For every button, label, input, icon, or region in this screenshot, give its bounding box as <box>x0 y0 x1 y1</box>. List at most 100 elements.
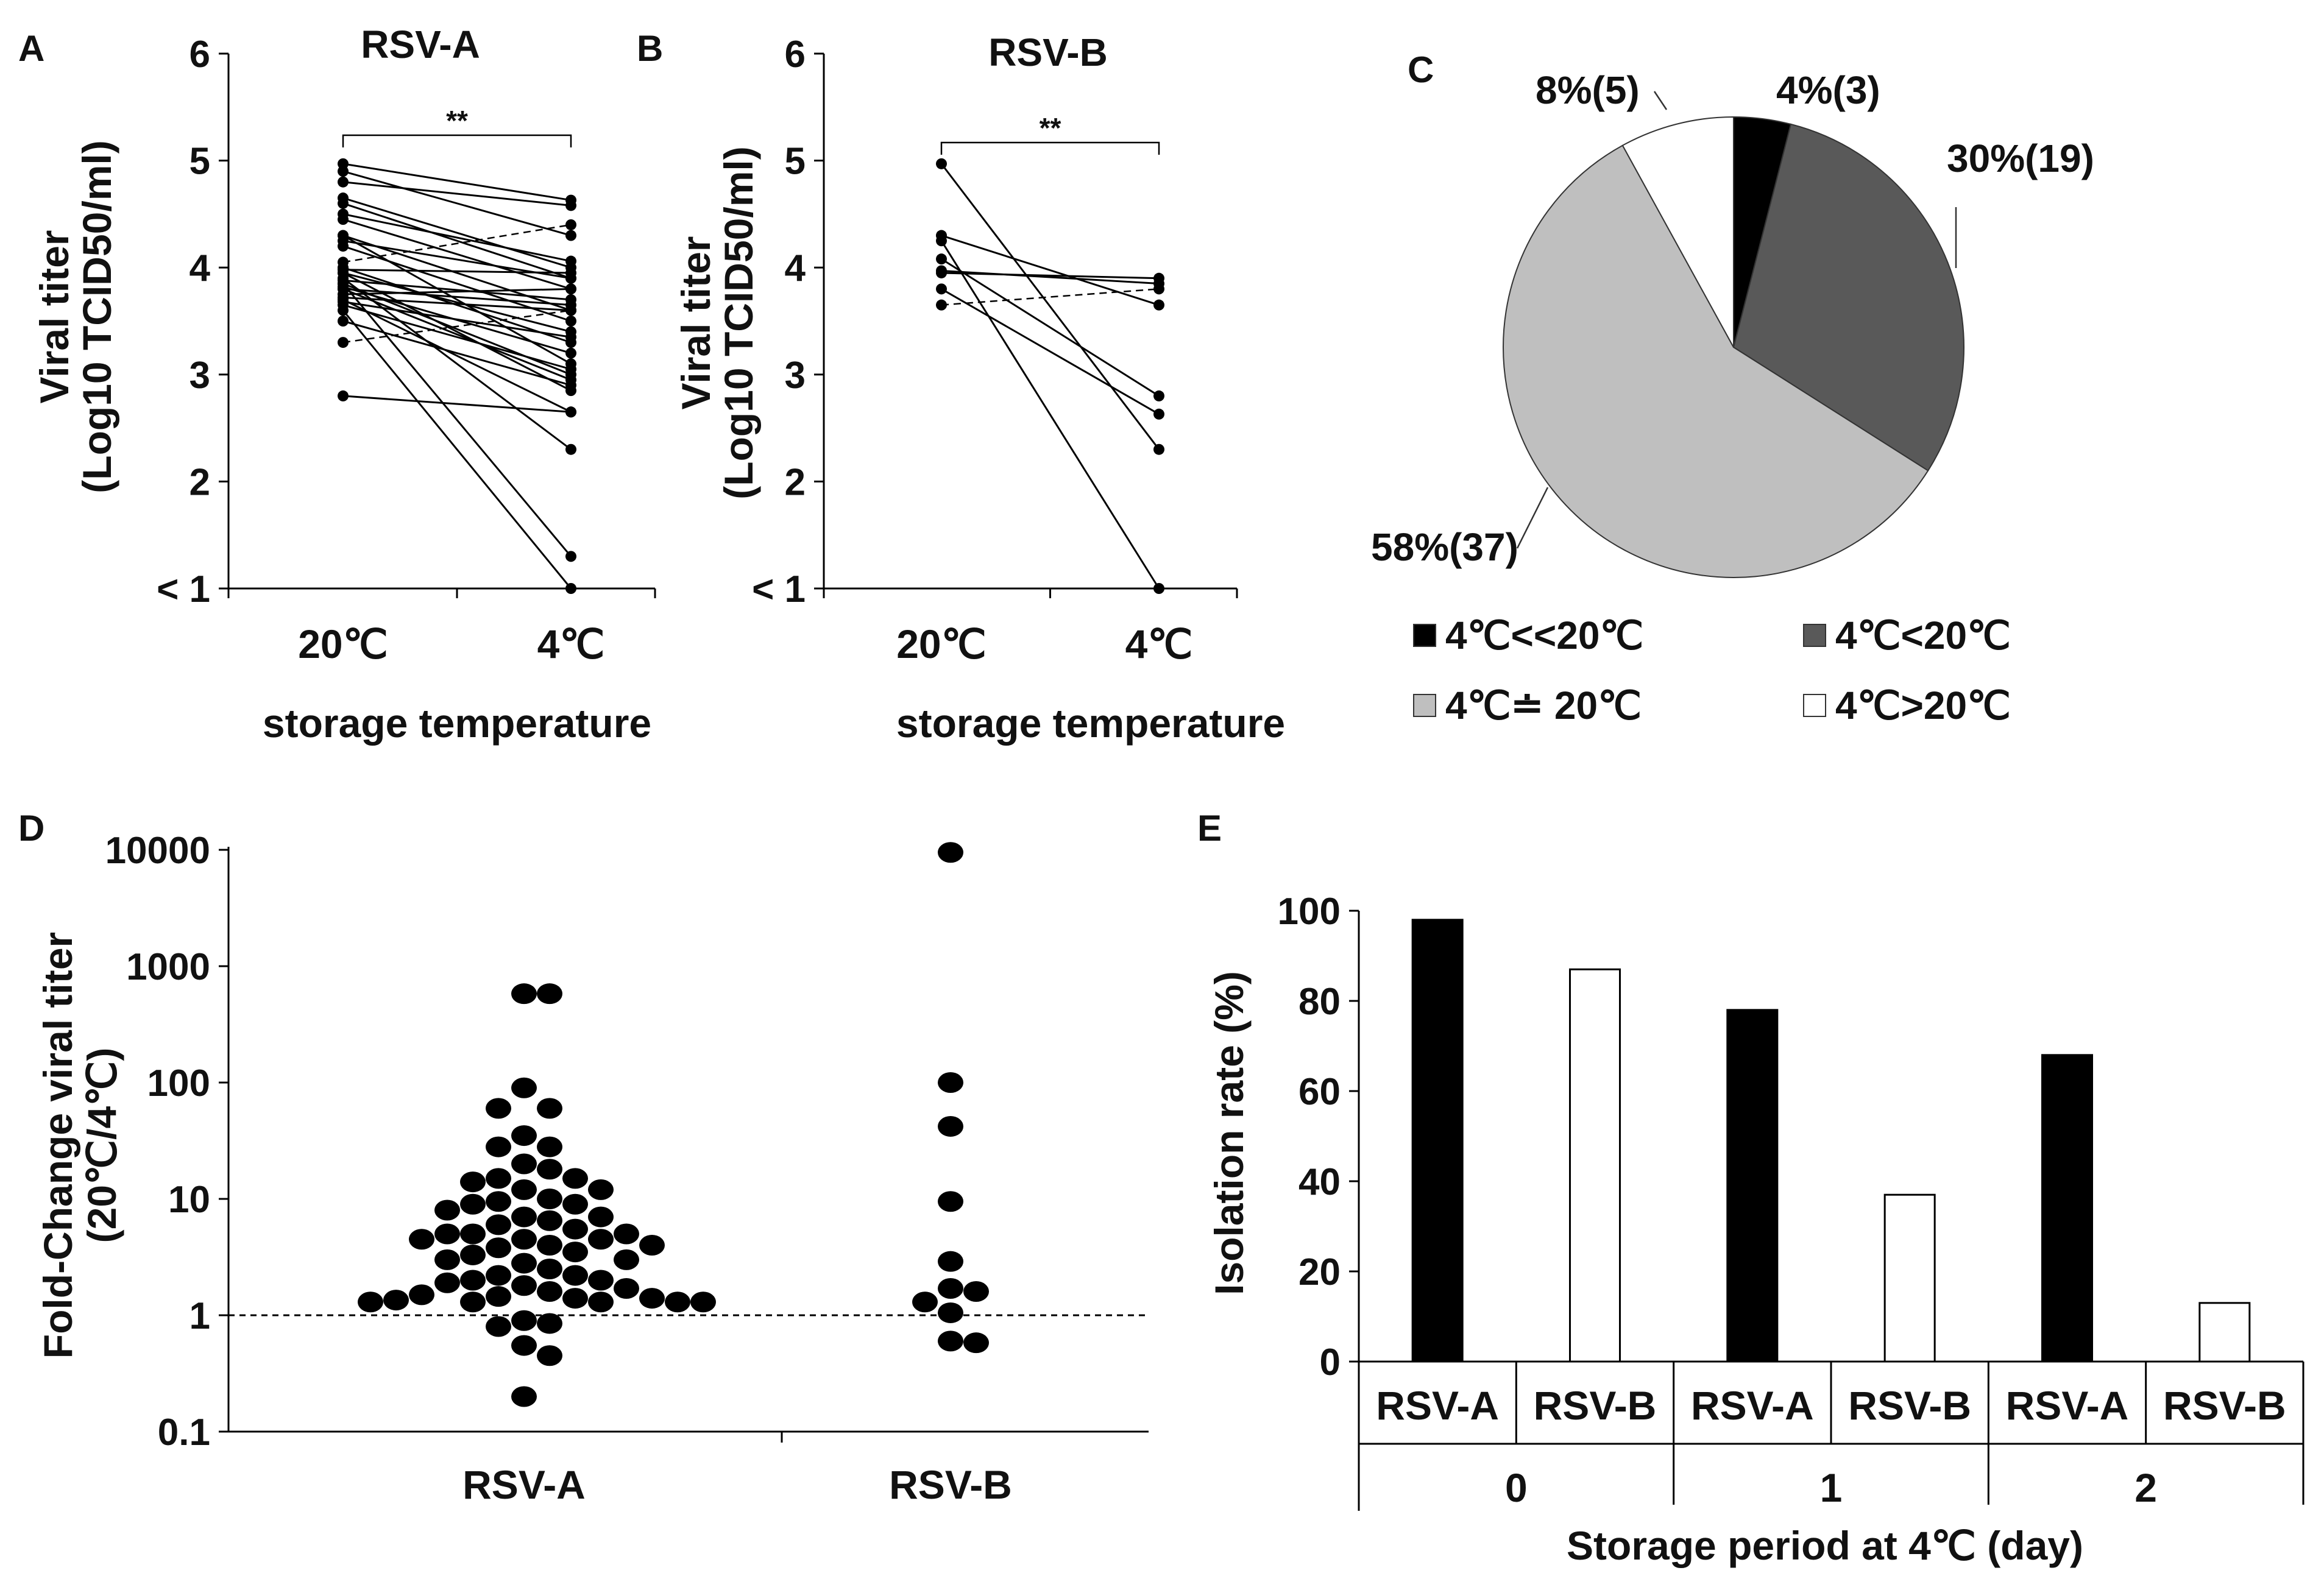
series-label: RSV-A <box>1691 1383 1814 1428</box>
data-point <box>460 1193 486 1215</box>
pair-line <box>940 240 1160 589</box>
bar-rsv-a-day-1 <box>1726 1009 1779 1363</box>
data-point <box>537 1313 562 1334</box>
y-tick-label: 4 <box>190 247 211 289</box>
point-4c <box>565 443 576 455</box>
y-tick-label: 0 <box>1320 1341 1341 1383</box>
pair-line <box>342 304 572 370</box>
pie-slice <box>1732 123 1964 472</box>
pair-line <box>941 288 1160 415</box>
pair-line <box>342 296 572 311</box>
panel-b: B RSV-B Viral titer (Log10 TCID50/ml) st… <box>637 28 1285 746</box>
bar-rsv-a-day-0 <box>1411 919 1464 1363</box>
data-point <box>562 1242 588 1263</box>
pair-line <box>342 309 572 344</box>
panel-a-title: RSV-A <box>361 23 480 66</box>
y-tick-label: 5 <box>785 141 806 183</box>
y-tick-label: 6 <box>190 34 210 76</box>
pie-slice <box>1503 144 1929 578</box>
data-point <box>409 1284 434 1306</box>
data-point <box>938 1302 963 1323</box>
point-20c <box>936 267 947 278</box>
point-4c <box>565 255 576 267</box>
data-point <box>537 1235 562 1256</box>
significance-bracket <box>940 141 1160 155</box>
data-point <box>486 1136 511 1157</box>
data-point <box>588 1179 614 1200</box>
y-tick-label: 60 <box>1298 1071 1341 1113</box>
data-point <box>460 1171 486 1193</box>
point-4c <box>565 364 576 375</box>
data-point <box>537 1159 562 1180</box>
panel-a-ylabel-line2: (Log10 TCID50/ml) <box>74 140 119 493</box>
data-point <box>460 1270 486 1291</box>
category-label: 20℃ <box>896 621 987 666</box>
pair-line <box>342 320 572 386</box>
data-point <box>434 1223 460 1245</box>
panel-c: C 4%(3) 30%(19) 58%(37) 8%(5) 4℃<<20℃ 4℃<20℃… <box>1371 49 2094 727</box>
y-tick-label: 4 <box>785 247 806 289</box>
data-point <box>511 1335 537 1356</box>
pie-legend: 4℃<<20℃ 4℃<20℃ 4℃≐ 20℃ 4℃>20℃ <box>1413 613 2011 727</box>
data-point <box>511 1310 537 1331</box>
y-tick-label: 1000 <box>126 946 210 988</box>
point-20c <box>338 241 349 252</box>
category-label: RSV-A <box>462 1462 586 1507</box>
legend-label: 4℃>20℃ <box>1835 684 2011 727</box>
y-tick-label: 10000 <box>105 830 210 872</box>
series-label: RSV-B <box>1848 1383 1971 1428</box>
data-point <box>639 1288 665 1309</box>
data-point <box>614 1277 639 1299</box>
y-tick-label: 40 <box>1298 1161 1341 1203</box>
data-point <box>511 1275 537 1296</box>
point-4c <box>565 267 576 278</box>
point-4c <box>565 316 576 327</box>
pair-line <box>342 202 572 280</box>
y-tick-label: 2 <box>785 461 806 503</box>
data-point <box>562 1193 588 1215</box>
y-tick-label: < 1 <box>157 568 210 610</box>
point-4c <box>565 551 576 562</box>
panel-e: E Isolation rate (%) Storage period at 4… <box>1197 808 2305 1568</box>
pair-line <box>940 163 1160 450</box>
panel-c-letter: C <box>1408 49 1434 90</box>
series-label: RSV-B <box>1534 1383 1657 1428</box>
data-point <box>938 1115 963 1137</box>
pair-line <box>342 395 572 413</box>
y-tick-label: 3 <box>785 355 806 397</box>
panel-d-ylabel-line1: Fold-Change viral titer <box>35 932 80 1359</box>
pie-slice-label: 58%(37) <box>1371 525 1518 569</box>
category-label: 4℃ <box>537 621 605 666</box>
data-point <box>938 842 963 863</box>
point-20c <box>338 316 349 327</box>
data-point <box>486 1237 511 1259</box>
y-tick-label: 6 <box>785 34 806 76</box>
data-point <box>486 1316 511 1337</box>
data-point <box>562 1288 588 1309</box>
y-tick-label: 5 <box>190 141 210 183</box>
pair-line <box>342 170 572 236</box>
pie-slice-label: 8%(5) <box>1536 68 1640 112</box>
panel-b-xlabel: storage temperature <box>896 701 1285 746</box>
data-point <box>562 1168 588 1189</box>
data-point <box>434 1249 460 1270</box>
point-4c <box>565 283 576 295</box>
point-4c <box>1153 443 1164 455</box>
panel-d: D Fold-Change viral titer (20℃/4℃) 0.1 1 1… <box>18 808 1149 1507</box>
point-20c <box>936 299 947 311</box>
data-point <box>486 1286 511 1307</box>
pair-line <box>342 181 572 207</box>
pair-line <box>342 288 572 295</box>
point-4c <box>565 219 576 230</box>
pair-line <box>342 309 572 589</box>
point-20c <box>338 166 349 177</box>
data-point <box>537 1098 562 1119</box>
point-20c <box>338 305 349 316</box>
point-4c <box>1153 299 1164 311</box>
data-point <box>938 1191 963 1212</box>
point-20c <box>338 197 349 209</box>
point-4c <box>1153 408 1164 420</box>
pair-line <box>342 218 572 290</box>
pie-leader-line <box>1516 487 1549 549</box>
